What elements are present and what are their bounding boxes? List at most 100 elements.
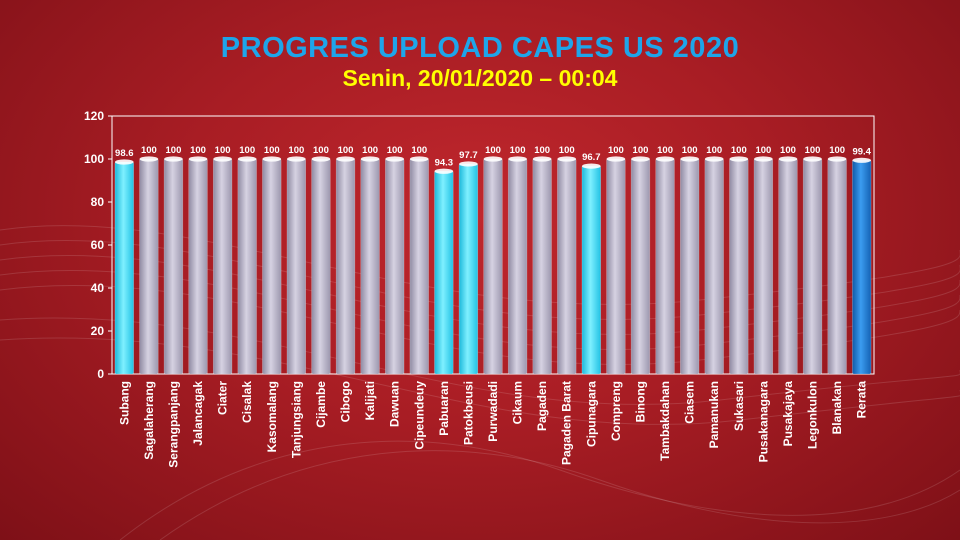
bar-cap bbox=[827, 156, 847, 162]
x-tick-label: Subang bbox=[117, 381, 131, 425]
y-tick-label: 40 bbox=[91, 281, 105, 295]
bar-cap bbox=[385, 156, 405, 162]
bar-ciasem bbox=[680, 158, 700, 375]
bar-pusakanagara bbox=[753, 158, 774, 375]
bar-cap bbox=[459, 161, 478, 167]
x-tick-label: Pagaden Barat bbox=[560, 381, 574, 465]
x-tick-label: Serangpanjang bbox=[166, 381, 180, 468]
bar-cap bbox=[655, 156, 675, 162]
chart-data-labels: 98.6 100 100 100 100 100 100 100 100 100 100 100 100… bbox=[115, 145, 872, 168]
bar-cap bbox=[213, 156, 232, 162]
page-title: PROGRES UPLOAD CAPES US 2020 bbox=[220, 32, 740, 64]
chart-x-labels: Subang Sagalaherang Serangpanjang Jalancaga… bbox=[117, 381, 868, 468]
data-label: 100 bbox=[829, 145, 845, 156]
x-tick-label: Compreng bbox=[609, 381, 623, 441]
bar-tanjungsiang bbox=[286, 158, 306, 375]
data-label: 100 bbox=[559, 145, 575, 156]
bar-cap bbox=[581, 163, 601, 169]
bar-cap bbox=[631, 156, 650, 162]
x-tick-label: Cijambe bbox=[314, 381, 328, 428]
data-label: 100 bbox=[239, 145, 255, 156]
bar-pamanukan bbox=[704, 158, 724, 375]
bar-rerata bbox=[852, 159, 872, 375]
x-tick-label: Pusakanagara bbox=[756, 381, 770, 463]
bar-cap bbox=[606, 156, 626, 162]
data-label: 100 bbox=[338, 145, 354, 156]
bar-cap bbox=[508, 156, 527, 162]
x-tick-label: Pabuaran bbox=[437, 381, 451, 436]
y-tick-label: 100 bbox=[84, 152, 104, 166]
bar-cap bbox=[680, 156, 699, 162]
data-label: 100 bbox=[682, 145, 698, 156]
bar-cisalak bbox=[237, 158, 257, 375]
data-label: 100 bbox=[313, 145, 329, 156]
bar-cap bbox=[434, 168, 454, 174]
data-label: 100 bbox=[805, 145, 821, 156]
data-label: 100 bbox=[215, 145, 231, 156]
bar-cap bbox=[557, 156, 577, 162]
bar-kasomalang bbox=[262, 158, 282, 375]
bar-cikaum bbox=[507, 158, 528, 375]
data-label: 100 bbox=[190, 145, 206, 156]
data-label: 100 bbox=[534, 145, 550, 156]
bar-cap bbox=[852, 157, 872, 163]
data-label: 96.7 bbox=[582, 152, 601, 163]
data-label: 100 bbox=[141, 145, 157, 156]
bar-pabuaran bbox=[434, 170, 454, 375]
bar-purwadadi bbox=[483, 158, 503, 375]
data-label: 100 bbox=[166, 145, 182, 156]
x-tick-label: Sagalaherang bbox=[142, 381, 156, 460]
chart-bars bbox=[114, 156, 872, 375]
x-tick-label: Tambakdahan bbox=[658, 381, 672, 461]
bar-cap bbox=[754, 156, 773, 162]
data-label: 100 bbox=[608, 145, 624, 156]
data-label: 100 bbox=[731, 145, 747, 156]
x-tick-label: Ciater bbox=[216, 381, 230, 415]
y-tick-label: 0 bbox=[97, 367, 104, 381]
x-tick-label: Jalancagak bbox=[191, 381, 205, 446]
bar-cipeundeuy bbox=[409, 158, 429, 375]
x-tick-label: Pagaden bbox=[535, 381, 549, 431]
x-tick-label: Kasomalang bbox=[265, 381, 279, 452]
bar-jalancagak bbox=[188, 158, 208, 375]
bar-tambakdahan bbox=[655, 158, 675, 375]
x-tick-label: Cipeundeuy bbox=[412, 381, 426, 450]
x-tick-label: Pusakajaya bbox=[781, 381, 795, 447]
bar-cap bbox=[237, 156, 257, 162]
data-label: 100 bbox=[264, 145, 280, 156]
bar-cap bbox=[336, 156, 355, 162]
y-tick-label: 60 bbox=[91, 238, 105, 252]
x-tick-label: Tanjungsiang bbox=[289, 381, 303, 458]
x-tick-label: Rerata bbox=[855, 381, 869, 419]
bar-cipunagara bbox=[581, 165, 601, 375]
data-label: 98.6 bbox=[115, 148, 134, 159]
bar-subang bbox=[114, 161, 134, 375]
bar-cap bbox=[360, 156, 380, 162]
data-label: 100 bbox=[657, 145, 673, 156]
x-tick-label: Sukasari bbox=[732, 381, 746, 431]
bar-cap bbox=[483, 156, 503, 162]
data-label: 100 bbox=[780, 145, 796, 156]
bar-cap bbox=[803, 156, 822, 162]
bar-patokbeusi bbox=[458, 163, 479, 375]
bar-cibogo bbox=[335, 158, 356, 375]
data-label: 100 bbox=[387, 145, 403, 156]
bar-cap bbox=[704, 156, 724, 162]
x-tick-label: Dawuan bbox=[388, 381, 402, 427]
x-tick-label: Kalijati bbox=[363, 381, 377, 420]
x-tick-label: Blanakan bbox=[830, 381, 844, 434]
data-label: 100 bbox=[288, 145, 304, 156]
bar-cap bbox=[409, 156, 429, 162]
bar-legonkulon bbox=[802, 158, 823, 375]
bar-dawuan bbox=[385, 158, 405, 375]
x-tick-label: Patokbeusi bbox=[461, 381, 475, 445]
x-tick-label: Cikaum bbox=[511, 381, 525, 424]
x-tick-label: Cibogo bbox=[339, 381, 353, 422]
bar-kalijati bbox=[360, 158, 380, 375]
bar-serangpanjang bbox=[163, 158, 184, 375]
data-label: 100 bbox=[362, 145, 378, 156]
data-label: 94.3 bbox=[435, 157, 454, 168]
data-label: 100 bbox=[411, 145, 427, 156]
data-label: 100 bbox=[510, 145, 526, 156]
